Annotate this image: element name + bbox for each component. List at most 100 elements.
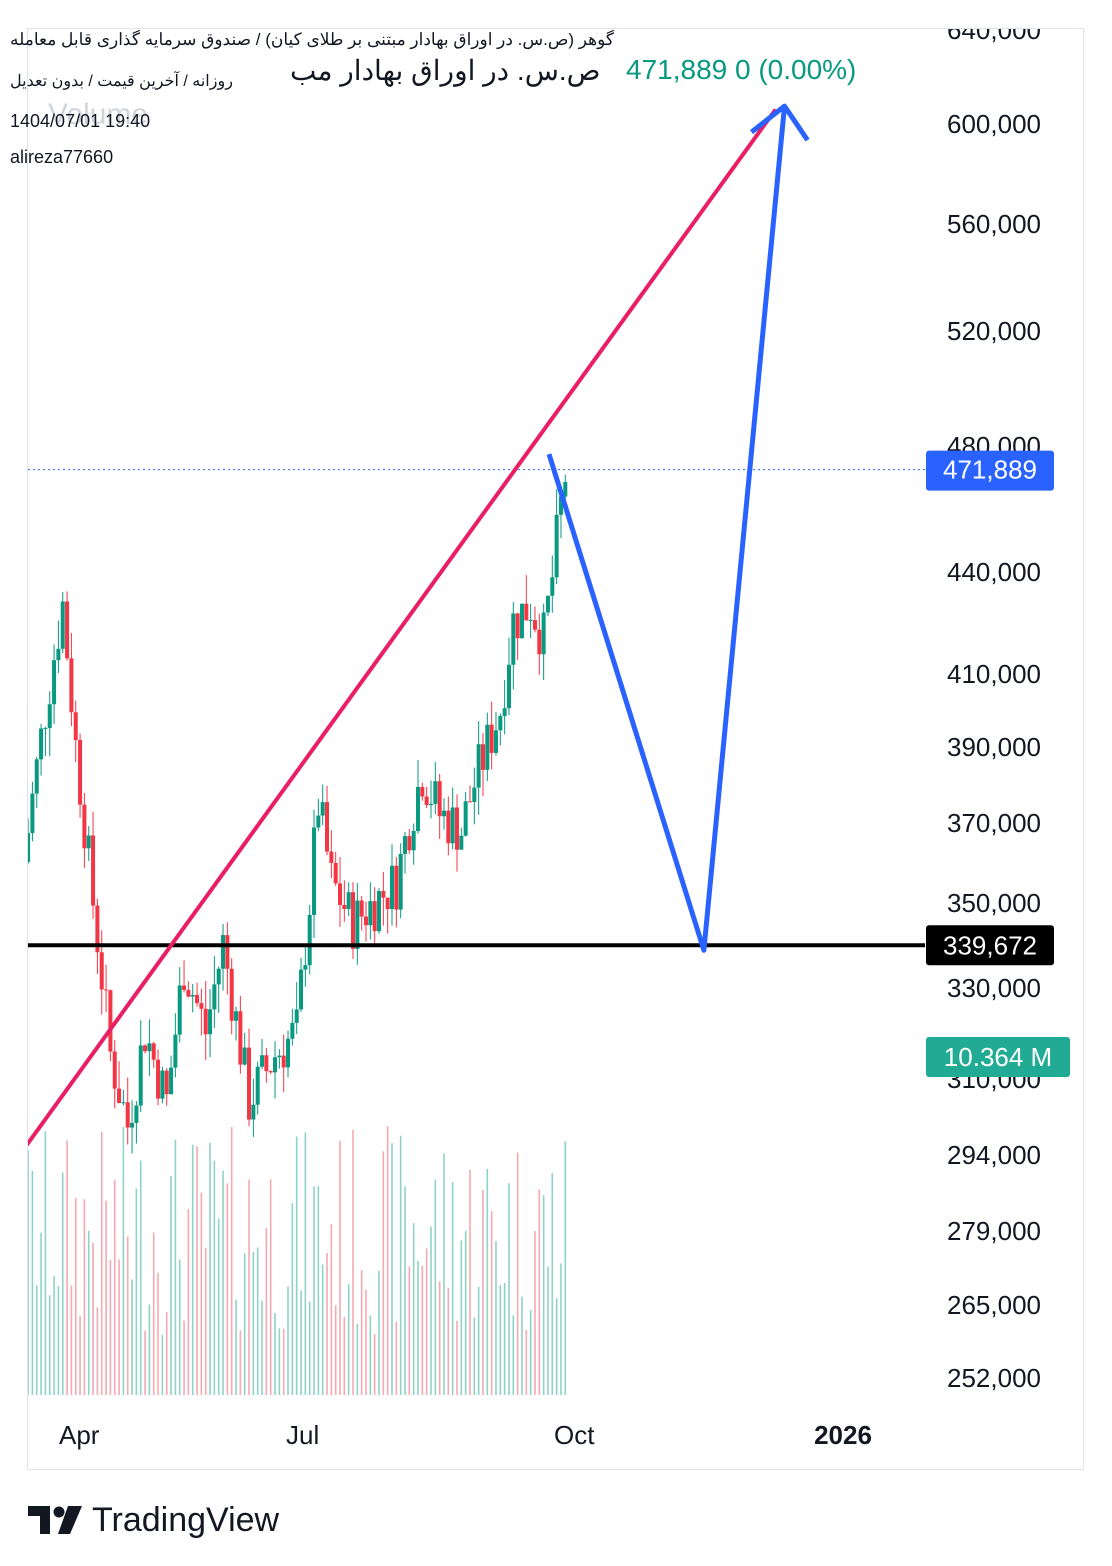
volume-bar — [61, 1172, 64, 1395]
volume-bar — [261, 1300, 263, 1395]
volume-bar — [330, 1224, 333, 1395]
volume-bar — [74, 1197, 77, 1395]
candle-body — [454, 807, 459, 850]
volume-bar — [70, 1285, 73, 1395]
candle-body — [351, 892, 356, 949]
volume-bar — [555, 1298, 558, 1395]
volume-bar — [113, 1180, 116, 1395]
volume-bar — [508, 1183, 510, 1395]
candle-body — [255, 1066, 260, 1105]
volume-bar — [139, 1160, 142, 1395]
candle-body — [545, 595, 550, 613]
candle-body — [450, 807, 455, 844]
volume-bar — [386, 1126, 389, 1395]
volume-bar — [53, 1276, 55, 1395]
candle-body — [528, 620, 533, 622]
candle-body — [216, 968, 221, 985]
volume-bar — [122, 1126, 125, 1395]
candle-body — [519, 603, 524, 639]
volume-bar — [547, 1266, 549, 1395]
candle-body — [108, 990, 113, 1052]
volume-bars — [28, 1126, 567, 1395]
volume-bar — [373, 1334, 376, 1395]
candle-body — [415, 786, 420, 831]
volume-bar — [100, 1131, 103, 1395]
volume-bar — [105, 1200, 107, 1395]
candle-body — [333, 862, 338, 884]
candle-body — [493, 730, 498, 753]
chart-frame[interactable]: 252,000 265,000 279,000 294,000 310,000 330,0… — [27, 28, 1084, 1470]
candle-body — [69, 658, 74, 713]
y-tick-label: 350,000 — [947, 888, 1041, 918]
volume-bar — [131, 1279, 133, 1395]
candle-body — [273, 1057, 278, 1073]
volume-bar — [265, 1227, 268, 1395]
volume-bar — [148, 1304, 151, 1395]
volume-bar — [395, 1321, 398, 1395]
candle-body — [407, 836, 412, 851]
candle-body — [303, 965, 308, 970]
candle-body — [377, 891, 382, 932]
volume-bar — [430, 1226, 432, 1395]
y-tick-label: 294,000 — [947, 1140, 1041, 1170]
volume-watermark: Volume — [48, 98, 149, 131]
volume-bar — [269, 1179, 272, 1395]
volume-bar — [170, 1176, 172, 1395]
volume-bar — [152, 1232, 155, 1395]
candle-body — [251, 1104, 256, 1120]
trendline — [28, 108, 777, 1147]
price-chart[interactable]: 252,000265,000279,000294,000310,000330,0… — [28, 29, 1085, 1471]
volume-bar — [542, 1195, 545, 1395]
candle-body — [459, 835, 464, 850]
volume-bar — [473, 1317, 476, 1395]
volume-bar — [334, 1305, 337, 1395]
author-name: alireza77660 — [10, 147, 114, 167]
volume-bar — [529, 1309, 532, 1395]
volume-bar — [295, 1136, 298, 1395]
candle-body — [532, 620, 537, 630]
candle-body — [104, 989, 109, 991]
volume-bar — [521, 1296, 523, 1395]
candle-body — [364, 916, 369, 926]
legend-price-change: 471,889 0 (0.00%) — [626, 54, 857, 85]
x-tick-label: Apr — [59, 1420, 100, 1450]
volume-bar — [490, 1211, 493, 1395]
volume-bar — [187, 1208, 190, 1395]
candle-body — [203, 1008, 208, 1035]
candle-body — [234, 1011, 239, 1021]
volume-bar — [313, 1186, 315, 1395]
candle-body — [30, 793, 35, 834]
candle-body — [281, 1055, 286, 1068]
volume-bar — [304, 1132, 307, 1395]
tradingview-wordmark: TradingView — [92, 1500, 280, 1539]
candle-body — [169, 1067, 174, 1095]
volume-bar — [66, 1140, 68, 1395]
volume-bar — [31, 1170, 34, 1395]
candle-body — [489, 724, 494, 753]
support-badge-bg — [926, 925, 1054, 966]
y-tick-label: 560,000 — [947, 209, 1041, 239]
symbol-title: گوهر (ص.س. در اوراق بهادار مبتنی بر طلای… — [10, 30, 615, 49]
snapshot-datetime: 1404/07/01 19:40 — [10, 111, 151, 131]
volume-bar — [382, 1151, 385, 1395]
volume-bar — [118, 1259, 120, 1395]
volume-bar — [343, 1316, 346, 1395]
tradingview-logo[interactable]: TradingView — [28, 1500, 279, 1540]
volume-bar — [191, 1144, 194, 1395]
candle-body — [208, 1009, 213, 1035]
candle-body — [242, 1047, 247, 1065]
candle-body — [524, 603, 529, 621]
volume-bar — [534, 1231, 536, 1395]
volume-bar — [109, 1259, 112, 1395]
candle-body — [420, 786, 425, 797]
candle-body — [264, 1055, 269, 1072]
volume-bar — [460, 1240, 463, 1395]
candle-body — [65, 601, 70, 659]
candle-body — [515, 613, 520, 639]
volume-bar — [321, 1264, 324, 1395]
volume-bar — [365, 1289, 367, 1395]
candle-body — [312, 827, 317, 915]
candle-body — [117, 1088, 122, 1104]
candle-body — [186, 989, 191, 997]
y-tick-label: 390,000 — [947, 732, 1041, 762]
